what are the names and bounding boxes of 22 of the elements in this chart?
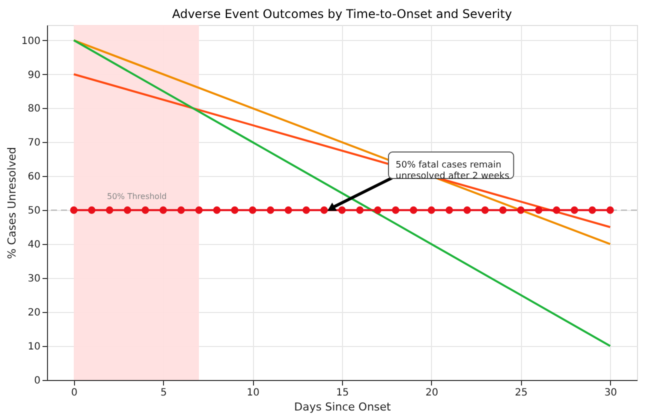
x-tick-label: 15 xyxy=(336,388,349,398)
y-tick-label: 80 xyxy=(28,104,40,115)
x-tick-label: 25 xyxy=(514,388,528,398)
y-tick-label: 40 xyxy=(28,240,40,251)
y-tick-label: 90 xyxy=(28,70,40,81)
chart-title: Adverse Event Outcomes by Time-to-Onset and Severity xyxy=(172,7,512,21)
ref-line-label: 50% Threshold xyxy=(107,192,167,202)
x-tick-label: 10 xyxy=(246,388,260,398)
y-tick-label: 100 xyxy=(21,36,40,47)
y-tick-label: 50 xyxy=(28,206,40,217)
y-tick-label: 10 xyxy=(28,342,40,353)
x-tick-label: 5 xyxy=(160,388,167,398)
y-tick-label: 20 xyxy=(28,308,40,319)
x-axis-title: Days Since Onset xyxy=(294,400,392,414)
x-tick-label: 20 xyxy=(426,388,438,398)
y-axis-title: % Cases Unresolved xyxy=(5,147,18,259)
x-tick-label: 30 xyxy=(604,388,618,398)
y-tick-label: 0 xyxy=(34,376,40,386)
y-tick-label: 70 xyxy=(28,138,40,149)
x-tick-label: 0 xyxy=(71,388,78,398)
y-tick-label: 60 xyxy=(28,172,40,183)
y-tick-label: 30 xyxy=(28,274,40,285)
